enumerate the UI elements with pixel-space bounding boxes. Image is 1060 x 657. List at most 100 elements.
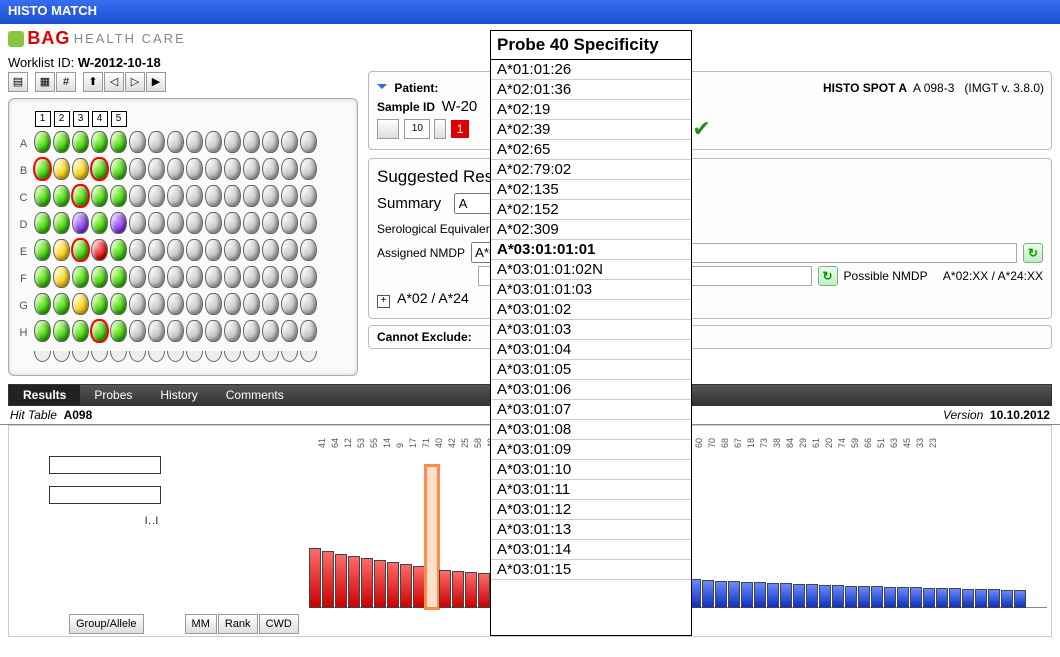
well-B5[interactable]	[110, 158, 127, 180]
well-empty[interactable]	[224, 266, 241, 288]
toolbar-button-4[interactable]: ◁	[104, 72, 124, 92]
well-empty[interactable]	[224, 212, 241, 234]
well-F5[interactable]	[110, 266, 127, 288]
well-H2[interactable]	[53, 320, 70, 342]
well-empty[interactable]	[262, 266, 279, 288]
well-empty[interactable]	[281, 266, 298, 288]
bar-0[interactable]	[309, 548, 321, 608]
well-empty[interactable]	[224, 293, 241, 315]
chart-btn-group-allele[interactable]: Group/Allele	[69, 614, 144, 634]
bar-10[interactable]	[439, 570, 451, 608]
well-empty[interactable]	[148, 266, 165, 288]
well-E2[interactable]	[53, 239, 70, 261]
well-E1[interactable]	[34, 239, 51, 261]
specificity-item[interactable]: A*03:01:01:01	[491, 240, 691, 260]
well-empty[interactable]	[243, 212, 260, 234]
well-empty[interactable]	[186, 131, 203, 153]
specificity-item[interactable]: A*03:01:14	[491, 540, 691, 560]
well-C4[interactable]	[91, 185, 108, 207]
well-empty[interactable]	[243, 131, 260, 153]
well-H1[interactable]	[34, 320, 51, 342]
well-D1[interactable]	[34, 212, 51, 234]
summary-input[interactable]	[454, 193, 494, 214]
well-G4[interactable]	[91, 293, 108, 315]
well-empty[interactable]	[167, 131, 184, 153]
expand-icon[interactable]: +	[377, 295, 390, 308]
well-empty[interactable]	[205, 158, 222, 180]
specificity-item[interactable]: A*03:01:06	[491, 380, 691, 400]
well-D5[interactable]	[110, 212, 127, 234]
chart-btn-cwd[interactable]: CWD	[259, 614, 299, 634]
well-empty[interactable]	[167, 293, 184, 315]
bar-blue-6[interactable]	[767, 583, 779, 608]
bar-11[interactable]	[452, 571, 464, 608]
well-empty[interactable]	[300, 131, 317, 153]
well-empty[interactable]	[148, 239, 165, 261]
well-H5[interactable]	[110, 320, 127, 342]
specificity-item[interactable]: A*03:01:12	[491, 500, 691, 520]
well-empty[interactable]	[167, 266, 184, 288]
well-empty[interactable]	[186, 320, 203, 342]
bar-blue-19[interactable]	[936, 588, 948, 608]
well-empty[interactable]	[224, 158, 241, 180]
well-A1[interactable]	[34, 131, 51, 153]
bar-blue-20[interactable]	[949, 588, 961, 608]
well-A4[interactable]	[91, 131, 108, 153]
well-empty[interactable]	[262, 320, 279, 342]
specificity-item[interactable]: A*01:01:26	[491, 60, 691, 80]
well-B4[interactable]	[91, 158, 108, 180]
specificity-item[interactable]: A*03:01:04	[491, 340, 691, 360]
well-empty[interactable]	[281, 185, 298, 207]
well-empty[interactable]	[300, 266, 317, 288]
bar-6[interactable]	[387, 562, 399, 608]
well-empty[interactable]	[300, 239, 317, 261]
well-empty[interactable]	[243, 293, 260, 315]
well-empty[interactable]	[186, 293, 203, 315]
well-B3[interactable]	[72, 158, 89, 180]
well-empty[interactable]	[262, 131, 279, 153]
well-G1[interactable]	[34, 293, 51, 315]
well-E3[interactable]	[72, 239, 89, 261]
result-tree-item[interactable]: + A*02 / A*24	[377, 290, 1043, 308]
plate-col-4[interactable]: 4	[92, 111, 108, 127]
specificity-item[interactable]: A*03:01:03	[491, 320, 691, 340]
tab-probes[interactable]: Probes	[80, 385, 146, 405]
specificity-item[interactable]: A*02:79:02	[491, 160, 691, 180]
bar-blue-3[interactable]	[728, 581, 740, 608]
well-empty[interactable]	[148, 212, 165, 234]
well-G3[interactable]	[72, 293, 89, 315]
bar-blue-5[interactable]	[754, 582, 766, 608]
well-empty[interactable]	[129, 320, 146, 342]
toolbar-button-0[interactable]: ▤	[8, 72, 28, 92]
specificity-item[interactable]: A*03:01:13	[491, 520, 691, 540]
well-empty[interactable]	[224, 320, 241, 342]
well-empty[interactable]	[300, 293, 317, 315]
well-E5[interactable]	[110, 239, 127, 261]
bar-blue-4[interactable]	[741, 582, 753, 608]
plate-col-1[interactable]: 1	[35, 111, 51, 127]
well-empty[interactable]	[148, 131, 165, 153]
well-empty[interactable]	[186, 212, 203, 234]
well-empty[interactable]	[167, 185, 184, 207]
bar-blue-9[interactable]	[806, 584, 818, 608]
well-empty[interactable]	[281, 293, 298, 315]
well-empty[interactable]	[167, 212, 184, 234]
well-empty[interactable]	[243, 185, 260, 207]
well-G2[interactable]	[53, 293, 70, 315]
well-empty[interactable]	[262, 239, 279, 261]
well-empty[interactable]	[186, 239, 203, 261]
well-empty[interactable]	[205, 131, 222, 153]
well-empty[interactable]	[262, 185, 279, 207]
bar-blue-17[interactable]	[910, 587, 922, 608]
well-empty[interactable]	[281, 131, 298, 153]
bar-blue-24[interactable]	[1001, 590, 1013, 608]
well-empty[interactable]	[224, 131, 241, 153]
well-F3[interactable]	[72, 266, 89, 288]
well-D4[interactable]	[91, 212, 108, 234]
well-empty[interactable]	[148, 320, 165, 342]
bar-blue-1[interactable]	[702, 580, 714, 608]
bar-blue-14[interactable]	[871, 586, 883, 608]
well-empty[interactable]	[300, 212, 317, 234]
well-H4[interactable]	[91, 320, 108, 342]
bar-13[interactable]	[478, 573, 490, 608]
